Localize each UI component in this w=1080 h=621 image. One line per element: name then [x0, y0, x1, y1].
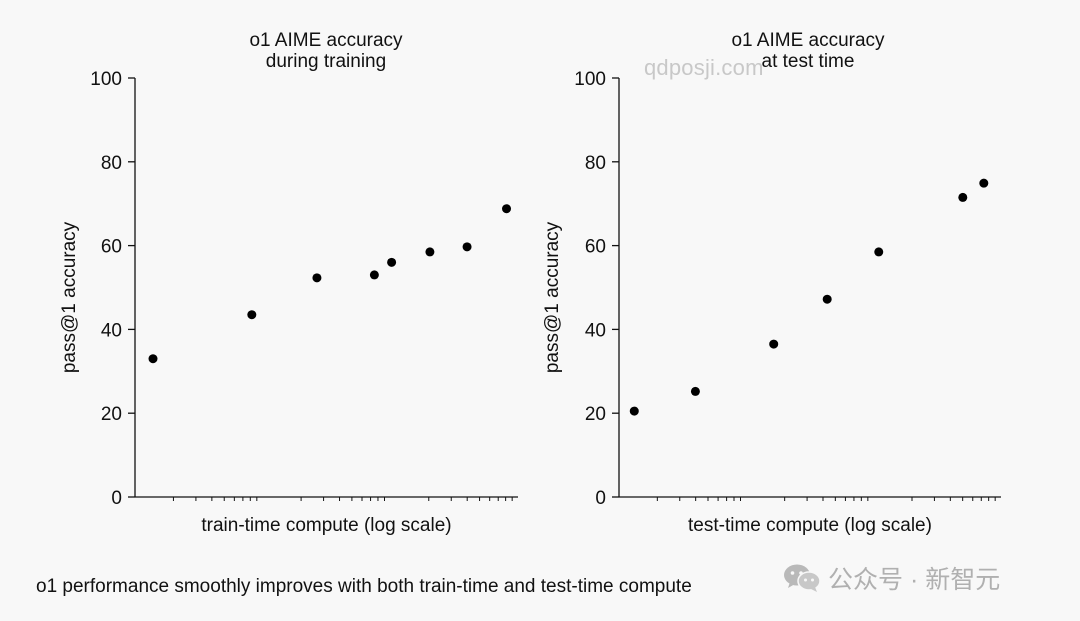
- brand-text: 公众号 · 新智元: [828, 566, 1001, 594]
- data-point: [979, 178, 989, 188]
- y-tick-label: 80: [585, 153, 606, 174]
- brand-label: 公众号 · 新智元: [782, 560, 1000, 596]
- y-tick-label: 20: [585, 404, 606, 425]
- data-point: [369, 270, 379, 280]
- data-point: [629, 406, 639, 416]
- data-point: [690, 386, 700, 396]
- chart-title-line: o1 AIME accuracy: [731, 30, 885, 51]
- data-point: [425, 247, 435, 257]
- data-point: [769, 339, 779, 349]
- data-point: [148, 354, 158, 364]
- chart-title-line: at test time: [762, 51, 855, 72]
- y-tick-label: 60: [585, 237, 606, 258]
- y-axis-label: pass@1 accuracy: [542, 221, 563, 373]
- data-point: [387, 257, 397, 267]
- x-axis-label: test-time compute (log scale): [688, 515, 932, 536]
- y-tick-label: 100: [90, 69, 122, 90]
- data-point: [874, 247, 884, 257]
- y-tick-label: 0: [595, 488, 606, 509]
- data-point: [247, 310, 257, 320]
- chart-title-line: during training: [266, 51, 386, 72]
- y-tick-label: 0: [111, 488, 122, 509]
- watermark: qdposji.com: [644, 55, 764, 80]
- y-tick-label: 40: [101, 320, 122, 341]
- y-tick-label: 80: [101, 153, 122, 174]
- data-point: [462, 242, 472, 252]
- data-point: [312, 273, 322, 283]
- x-axis-label: train-time compute (log scale): [201, 515, 451, 536]
- y-tick-label: 100: [574, 69, 606, 90]
- y-tick-label: 60: [101, 237, 122, 258]
- data-point: [502, 204, 512, 214]
- data-point: [958, 192, 968, 202]
- y-tick-label: 40: [585, 320, 606, 341]
- y-axis-label: pass@1 accuracy: [59, 221, 80, 373]
- y-tick-label: 20: [101, 404, 122, 425]
- wechat-icon: [784, 564, 821, 592]
- figure-caption: o1 performance smoothly improves with bo…: [36, 576, 692, 597]
- data-point: [822, 294, 832, 304]
- chart-title-line: o1 AIME accuracy: [249, 30, 403, 51]
